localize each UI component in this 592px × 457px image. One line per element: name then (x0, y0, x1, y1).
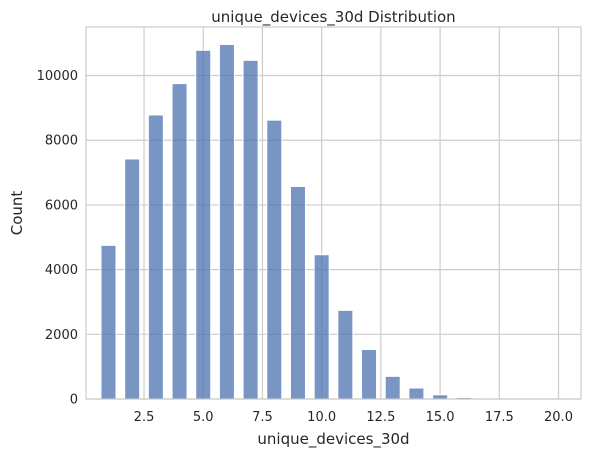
histogram-bar (361, 349, 378, 400)
x-tick-label: 7.5 (252, 410, 273, 425)
histogram-bar (432, 394, 449, 400)
x-tick-label: 20.0 (544, 410, 573, 425)
x-tick-labels: 2.5 5.0 7.5 10.0 12.5 15.0 17.5 20.0 (134, 410, 573, 425)
histogram-bar (218, 43, 235, 400)
histogram-bar (337, 309, 354, 400)
x-axis-label: unique_devices_30d (257, 430, 409, 449)
x-tick-label: 15.0 (426, 410, 455, 425)
histogram-bar (384, 375, 401, 400)
x-tick-label: 12.5 (366, 410, 395, 425)
x-tick-label: 2.5 (134, 410, 155, 425)
x-tick-label: 17.5 (485, 410, 514, 425)
y-tick-label: 4000 (45, 263, 78, 278)
histogram-bar (408, 387, 425, 400)
grid-lines (86, 27, 581, 400)
histogram-bar (242, 59, 259, 400)
y-axis-label: Count (8, 191, 26, 236)
histogram-bar (100, 244, 117, 400)
chart-title: unique_devices_30d Distribution (211, 8, 455, 27)
y-tick-labels: 0 2000 4000 6000 8000 10000 (37, 69, 78, 407)
histogram-bar (289, 185, 306, 400)
y-tick-label: 0 (70, 393, 78, 408)
plot-frame (85, 26, 582, 400)
histogram-bar (147, 114, 164, 400)
y-tick-label: 2000 (45, 328, 78, 343)
y-tick-label: 8000 (45, 134, 78, 149)
histogram-bars (100, 43, 567, 400)
x-tick-label: 5.0 (193, 410, 214, 425)
x-tick-label: 10.0 (307, 410, 336, 425)
histogram-bar (195, 49, 212, 400)
histogram-bar (313, 254, 330, 400)
histogram-bar (266, 119, 283, 400)
histogram-bar (124, 158, 141, 400)
y-tick-label: 6000 (45, 198, 78, 213)
histogram-bar (171, 83, 188, 400)
y-tick-label: 10000 (37, 69, 78, 84)
